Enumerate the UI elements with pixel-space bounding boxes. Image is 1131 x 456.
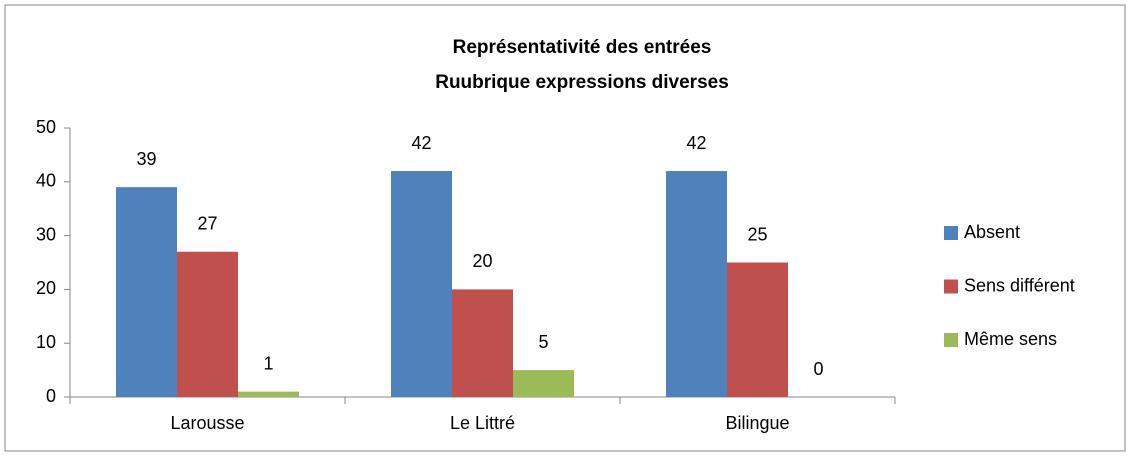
data-label: 27: [197, 213, 217, 233]
bar: [238, 391, 299, 397]
x-tick-label: Le Littré: [450, 413, 515, 433]
y-tick-label: 30: [36, 224, 56, 244]
data-label: 39: [136, 149, 156, 169]
x-tick-label: Larousse: [170, 413, 244, 433]
data-label: 25: [747, 224, 767, 244]
data-label: 42: [686, 133, 706, 153]
data-label: 0: [813, 359, 823, 379]
legend-label: Sens différent: [964, 275, 1075, 295]
data-label: 1: [263, 353, 273, 373]
bar: [177, 251, 238, 397]
y-tick-label: 40: [36, 171, 56, 191]
legend-label: Même sens: [964, 329, 1057, 349]
bar: [116, 187, 177, 397]
bar: [452, 289, 513, 397]
legend-swatch: [944, 279, 958, 294]
data-label: 20: [472, 251, 492, 271]
bar: [391, 171, 452, 397]
y-tick-label: 0: [46, 386, 56, 406]
x-tick-label: Bilingue: [725, 413, 789, 433]
data-label: 5: [538, 332, 548, 352]
legend-label: Absent: [964, 222, 1020, 242]
bar: [666, 171, 727, 397]
bar: [727, 262, 788, 397]
y-tick-label: 50: [36, 117, 56, 137]
legend-swatch: [944, 333, 958, 347]
data-label: 42: [411, 133, 431, 153]
bar: [513, 370, 574, 397]
y-tick-label: 20: [36, 278, 56, 298]
chart-title: Représentativité des entrées: [453, 37, 712, 58]
chart-title: Ruubrique expressions diverses: [435, 72, 729, 93]
y-tick-label: 10: [36, 332, 56, 352]
legend-swatch: [944, 226, 958, 240]
